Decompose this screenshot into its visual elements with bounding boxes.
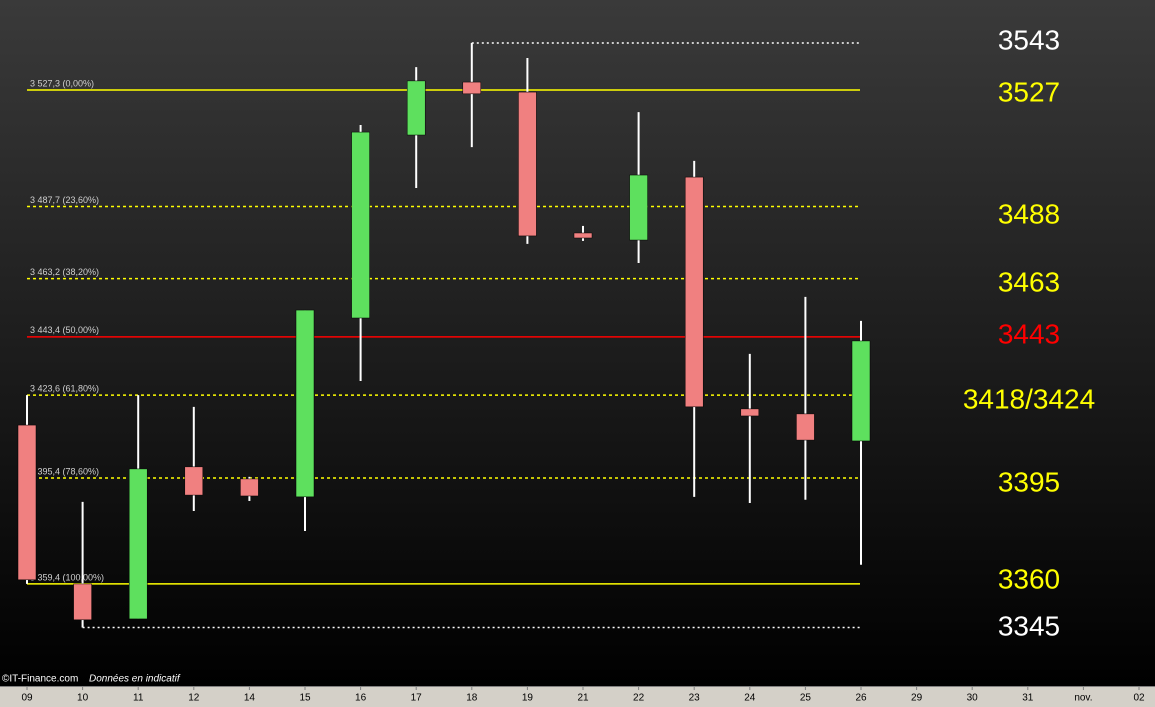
x-tick-label: 15 <box>299 693 311 704</box>
candle-body <box>128 468 148 620</box>
candle-body <box>17 424 37 581</box>
candle-body <box>684 176 704 408</box>
candle-body <box>462 81 482 95</box>
candle-body <box>240 478 259 497</box>
level-label: 3 487,7 (23,60%) <box>30 195 99 205</box>
candle-body <box>351 131 370 319</box>
annotation: 3395 <box>998 466 1060 497</box>
plot-background <box>0 0 1155 686</box>
x-tick-label: nov. <box>1074 693 1092 704</box>
level-label: 3 423,6 (61,80%) <box>30 383 99 393</box>
x-tick-label: 16 <box>355 693 367 704</box>
annotation: 3443 <box>998 318 1060 349</box>
x-tick-label: 21 <box>577 693 589 704</box>
x-tick-label: 17 <box>411 693 423 704</box>
x-tick-label: 25 <box>800 693 812 704</box>
annotation: 3527 <box>998 76 1060 107</box>
annotation: 3488 <box>998 198 1060 229</box>
x-tick-label: 12 <box>188 693 200 704</box>
candle-body <box>295 309 315 498</box>
candle-body <box>184 466 204 496</box>
candle-body <box>518 91 537 237</box>
annotation: 3463 <box>998 266 1060 297</box>
candle-body <box>573 232 593 239</box>
level-label: 3 527,3 (0,00%) <box>30 78 94 88</box>
note: Données en indicatif <box>89 674 181 685</box>
annotation: 3360 <box>998 563 1060 594</box>
x-tick-label: 09 <box>21 693 33 704</box>
x-tick-label: 31 <box>1022 693 1034 704</box>
candle-body <box>629 174 648 241</box>
x-tick-label: 10 <box>77 693 89 704</box>
annotation: 3345 <box>998 610 1060 641</box>
x-tick-label: 18 <box>466 693 478 704</box>
x-tick-label: 23 <box>689 693 701 704</box>
candle-body <box>851 340 871 442</box>
x-tick-label: 14 <box>244 693 256 704</box>
x-tick-label: 19 <box>522 693 534 704</box>
x-tick-label: 02 <box>1133 693 1145 704</box>
candle-body <box>73 583 92 621</box>
x-tick-label: 11 <box>133 693 144 704</box>
x-axis-strip <box>0 686 1155 707</box>
x-tick-label: 30 <box>967 693 979 704</box>
level-label: 3 359,4 (100,00%) <box>30 572 104 582</box>
level-label: 3 463,2 (38,20%) <box>30 267 99 277</box>
source: ©IT-Finance.com <box>2 674 78 685</box>
level-label: 3 443,4 (50,00%) <box>30 325 99 335</box>
x-tick-label: 22 <box>633 693 645 704</box>
annotation: 3543 <box>998 24 1060 55</box>
x-tick-label: 24 <box>744 693 756 704</box>
x-tick-label: 26 <box>855 693 867 704</box>
level-label: 3 395,4 (78,60%) <box>30 466 99 476</box>
x-tick-label: 29 <box>911 693 923 704</box>
candle-body <box>740 408 760 417</box>
candle-body <box>796 413 815 441</box>
annotation: 3418/3424 <box>963 383 1095 414</box>
candle-body <box>406 80 426 136</box>
